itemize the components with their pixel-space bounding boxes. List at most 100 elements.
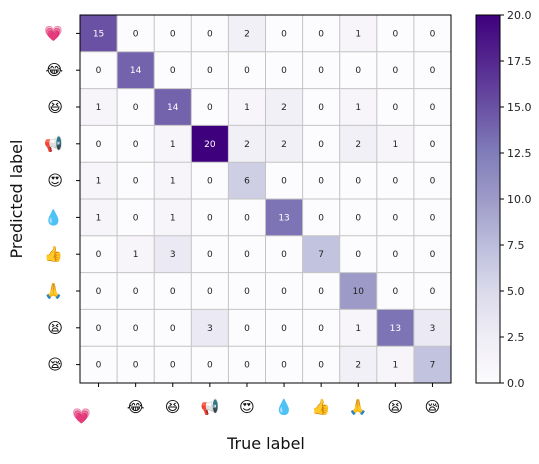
cell-value-label: 0 — [430, 213, 436, 223]
cell-value-label: 0 — [170, 287, 176, 297]
heatmap-cell — [117, 162, 155, 199]
heatmap-cell — [265, 162, 303, 199]
heatmap-cell — [339, 346, 377, 383]
colorbar-tick-label: 15.0 — [507, 101, 532, 114]
heatmap-cell — [376, 309, 414, 347]
heatmap-cell — [265, 199, 303, 236]
heatmap-cell — [265, 272, 303, 310]
cell-value-label: 0 — [170, 324, 176, 334]
cell-value-label: 0 — [318, 103, 324, 113]
heatmap-cell — [413, 51, 451, 89]
heatmap-cell — [80, 346, 118, 383]
cell-value-label: 1 — [170, 213, 176, 223]
cell-value-label: 1 — [355, 324, 361, 334]
cell-value-label: 0 — [207, 29, 213, 39]
heatmap-cell — [117, 309, 155, 347]
cell-value-label: 1 — [96, 103, 102, 113]
heatmap-cell — [265, 309, 303, 347]
cell-value-label: 0 — [133, 140, 139, 150]
cell-value-label: 0 — [392, 66, 398, 76]
heatmap-cell — [228, 51, 266, 89]
cell-value-label: 0 — [318, 29, 324, 39]
x-tick-label: 😆 — [165, 398, 181, 416]
cell-value-label: 0 — [244, 66, 250, 76]
heatmap-cell — [154, 162, 192, 199]
cell-value-label: 0 — [281, 29, 287, 39]
heatmap-cell — [265, 346, 303, 383]
cell-value-label: 15 — [93, 29, 104, 39]
cell-value-label: 0 — [355, 66, 361, 76]
heatmap-cell — [191, 272, 229, 310]
cell-value-label: 13 — [390, 324, 401, 334]
y-tick-label: 😆 — [47, 98, 63, 116]
cell-value-label: 0 — [430, 66, 436, 76]
heatmap-cell — [339, 15, 377, 52]
cell-value-label: 0 — [318, 140, 324, 150]
cell-value-label: 2 — [244, 140, 250, 150]
cell-value-label: 0 — [96, 140, 102, 150]
heatmap-cell — [339, 125, 377, 163]
heatmap-cell — [413, 346, 451, 383]
heatmap-cell — [413, 235, 451, 273]
cell-value-label: 0 — [244, 361, 250, 371]
cell-value-label: 0 — [170, 361, 176, 371]
y-axis-ticks: 💗 😂 😆 📢 😍 💧 👍 🙏 😫 😪 — [44, 24, 80, 374]
heatmap-cell — [191, 88, 229, 126]
colorbar-ticks: 0.0 2.5 5.0 7.5 10.0 12.5 15.0 17.5 20.0 — [500, 9, 532, 390]
heatmap-cell — [376, 199, 414, 236]
cell-value-label: 0 — [392, 287, 398, 297]
cell-value-label: 2 — [281, 140, 287, 150]
cell-value-label: 2 — [281, 103, 287, 113]
heatmap-cell — [339, 309, 377, 347]
cell-value-label: 0 — [96, 361, 102, 371]
cell-value-label: 0 — [207, 66, 213, 76]
cell-value-label: 1 — [244, 103, 250, 113]
heatmap-cell — [117, 235, 155, 273]
cell-value-label: 0 — [281, 66, 287, 76]
heatmap-cell — [265, 235, 303, 273]
cell-value-label: 0 — [430, 140, 436, 150]
heatmap-cell — [265, 125, 303, 163]
cell-value-label: 3 — [430, 324, 436, 334]
heatmap-cell — [413, 199, 451, 236]
x-axis-title: True label — [226, 434, 305, 453]
cell-value-label: 0 — [430, 287, 436, 297]
heatmap-cell — [80, 51, 118, 89]
cell-value-label: 0 — [244, 324, 250, 334]
heatmap-cell — [154, 199, 192, 236]
cell-value-label: 13 — [278, 213, 289, 223]
heatmap-cell — [413, 309, 451, 347]
cell-value-label: 14 — [167, 103, 179, 113]
cell-value-label: 0 — [133, 324, 139, 334]
cell-value-label: 0 — [133, 177, 139, 187]
heatmap-cell — [191, 125, 229, 163]
y-tick-label: 😂 — [45, 61, 63, 79]
heatmap-cell — [228, 88, 266, 126]
heatmap-grid — [80, 15, 451, 383]
heatmap-cell — [376, 346, 414, 383]
cell-value-label: 1 — [355, 103, 361, 113]
colorbar-tick-label: 17.5 — [507, 55, 532, 68]
cell-value-label: 0 — [430, 103, 436, 113]
y-tick-label: 💧 — [44, 208, 63, 226]
cell-value-label: 0 — [281, 361, 287, 371]
cell-value-label: 1 — [96, 213, 102, 223]
cell-value-label: 0 — [207, 250, 213, 260]
heatmap-cell — [117, 272, 155, 310]
cell-value-label: 0 — [96, 324, 102, 334]
cell-value-label: 0 — [430, 29, 436, 39]
cell-value-label: 0 — [318, 213, 324, 223]
cell-value-label: 0 — [170, 66, 176, 76]
x-tick-label: 😂 — [127, 398, 145, 416]
heatmap-cell — [302, 309, 340, 347]
cell-value-label: 0 — [392, 250, 398, 260]
heatmap-cell — [80, 309, 118, 347]
cell-value-label: 0 — [392, 213, 398, 223]
heatmap-cell — [413, 162, 451, 199]
heatmap-cell — [117, 88, 155, 126]
cell-value-label: 0 — [244, 287, 250, 297]
heatmap-cell — [117, 15, 155, 52]
cell-value-label: 0 — [207, 177, 213, 187]
cell-value-label: 0 — [96, 66, 102, 76]
cell-value-label: 3 — [207, 324, 213, 334]
